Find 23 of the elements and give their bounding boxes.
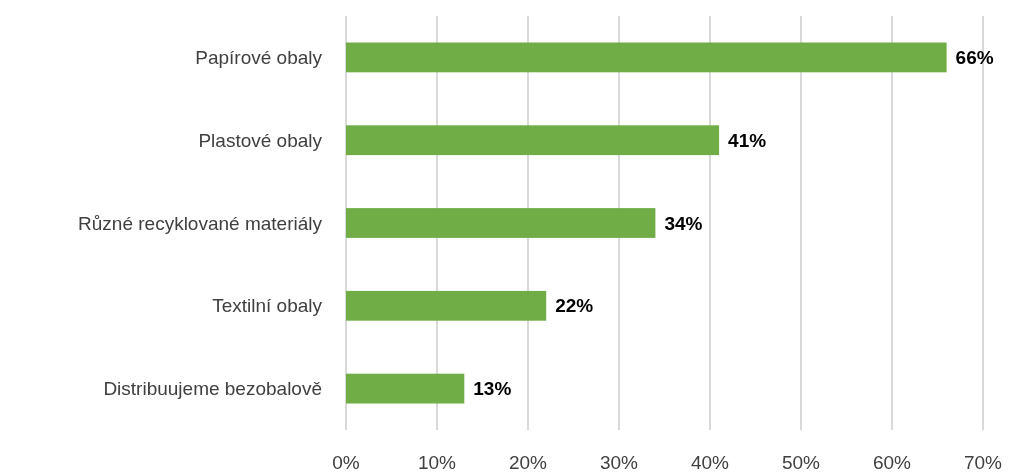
bar (346, 373, 465, 404)
data-label: 22% (555, 295, 594, 317)
x-tick-label: 40% (690, 451, 730, 473)
data-label: 66% (955, 47, 994, 69)
x-tick-label: 50% (781, 451, 821, 473)
bar (346, 125, 720, 156)
y-tick-label: Různé recyklované materiály (78, 212, 323, 234)
data-label: 13% (473, 378, 512, 400)
x-tick-label: 30% (599, 451, 639, 473)
y-tick-label: Distribuujeme bezobalově (103, 378, 322, 400)
bar (346, 208, 656, 238)
data-label: 41% (728, 129, 767, 151)
x-tick-label: 60% (872, 451, 912, 473)
data-label: 34% (664, 212, 703, 234)
y-tick-label: Papírové obaly (195, 47, 323, 69)
x-tick-label: 10% (417, 451, 457, 473)
x-tick-label: 20% (508, 451, 548, 473)
x-tick-label: 70% (963, 451, 1003, 473)
bar (346, 290, 547, 321)
bar (346, 42, 947, 73)
y-tick-label: Textilní obaly (212, 295, 323, 317)
x-tick-label: 0% (332, 451, 360, 473)
y-tick-label: Plastové obaly (198, 129, 323, 151)
